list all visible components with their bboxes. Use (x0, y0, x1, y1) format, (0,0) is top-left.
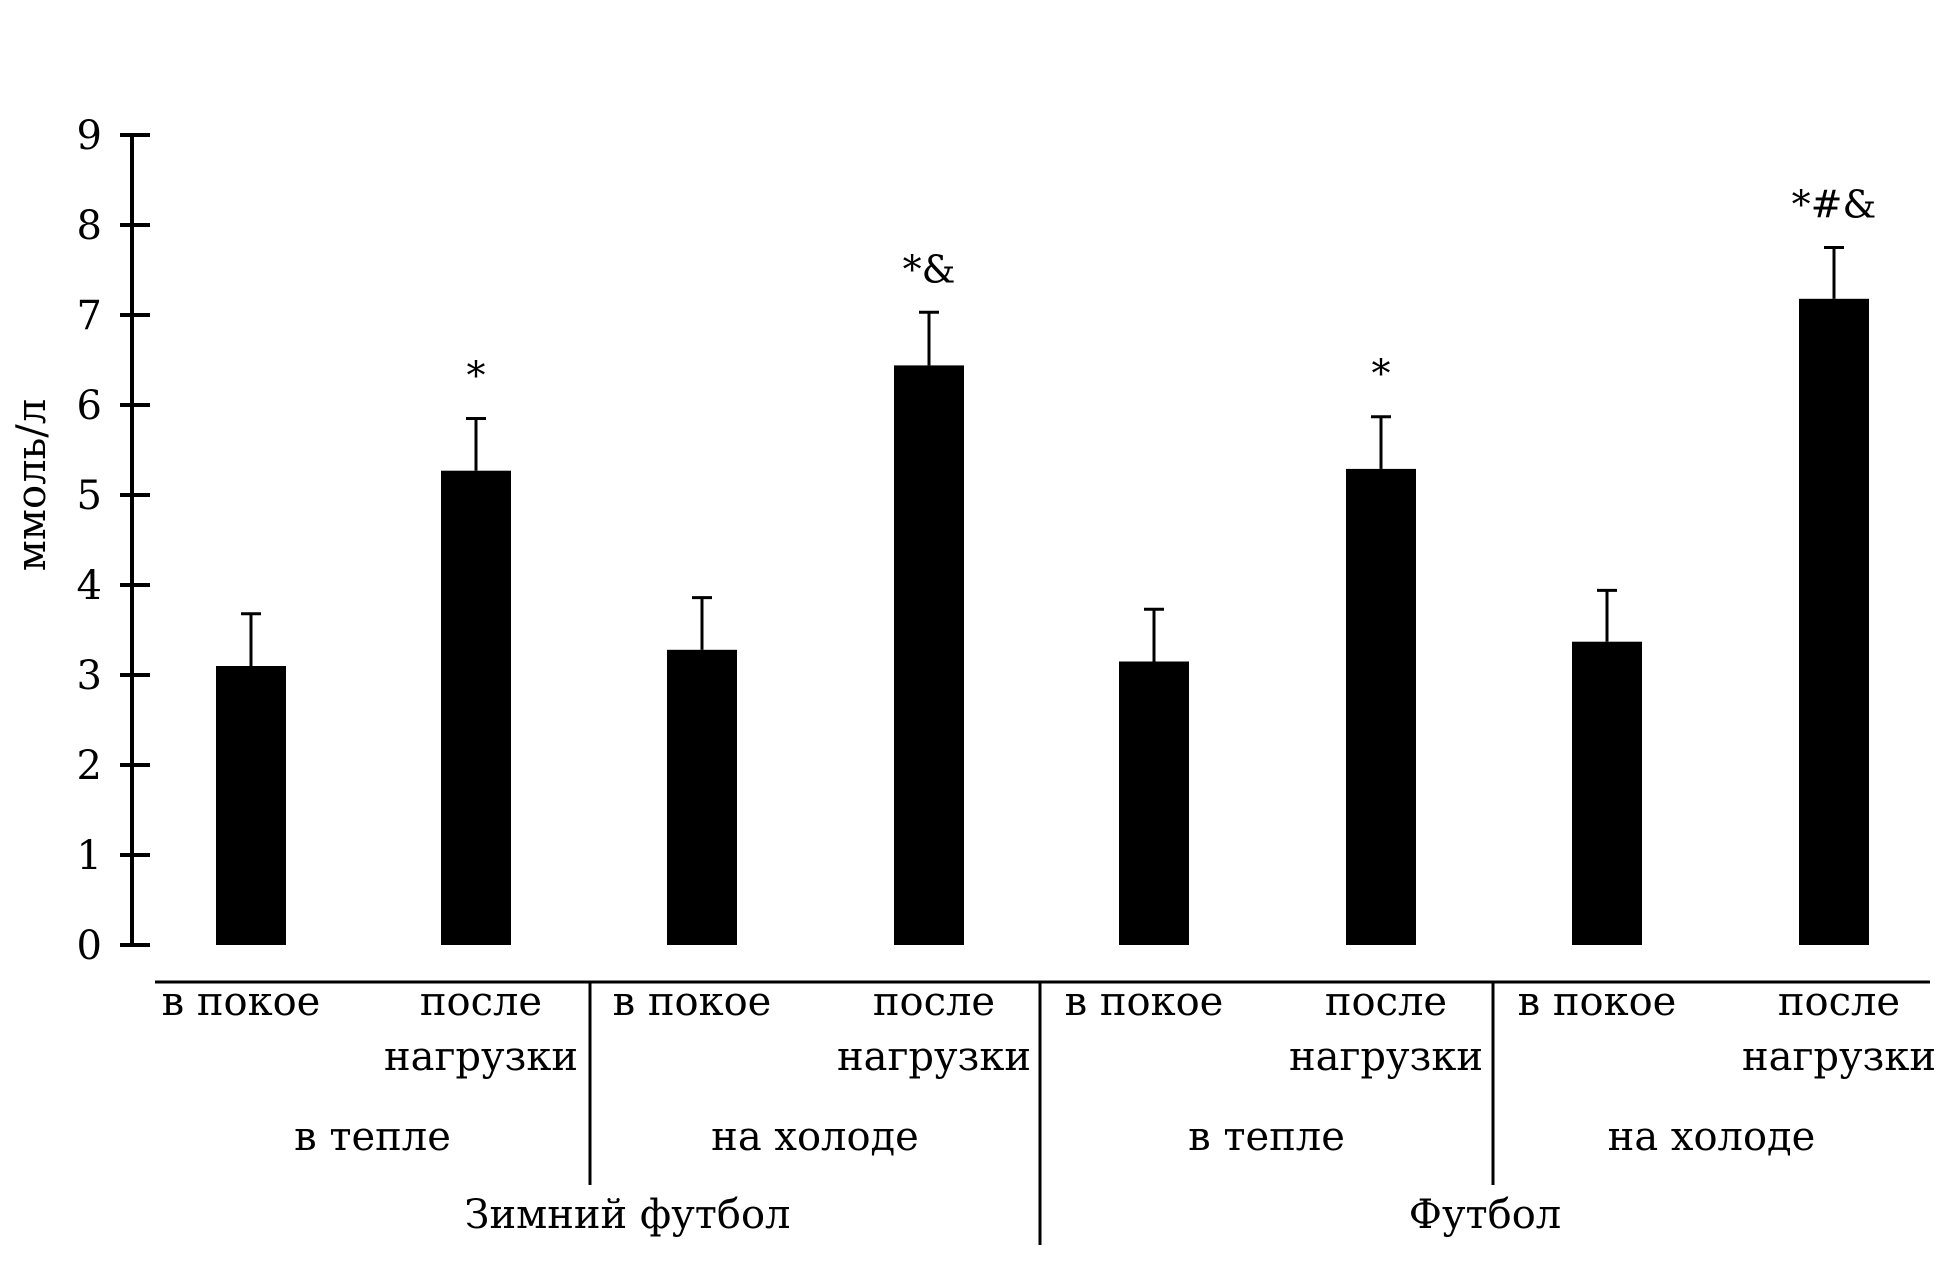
y-tick-label: 4 (77, 563, 102, 609)
x-category-label: после (1325, 979, 1447, 1025)
x-category-label: в покое (1518, 979, 1677, 1025)
x-category-label: в покое (1065, 979, 1224, 1025)
y-axis: 0 1 2 3 4 5 6 7 8 9 (77, 113, 150, 969)
condition-label: в тепле (294, 1114, 451, 1160)
x-category-label: после (873, 979, 995, 1025)
bar (216, 666, 286, 945)
x-category-label: нагрузки (1289, 1034, 1483, 1080)
significance-label: * (1372, 352, 1391, 396)
y-tick-label: 0 (77, 923, 102, 969)
bar (441, 470, 511, 945)
bar (1119, 661, 1189, 945)
bars: * *& * *#& (216, 183, 1877, 945)
y-tick-label: 9 (77, 113, 102, 159)
x-category-label: в покое (162, 979, 321, 1025)
bar (1799, 298, 1869, 945)
bar (1346, 468, 1416, 945)
y-axis-label: ммоль/л (9, 399, 55, 571)
significance-label: *& (903, 247, 956, 291)
bar (894, 365, 964, 945)
condition-label: на холоде (711, 1114, 919, 1160)
x-category-label: нагрузки (1742, 1034, 1936, 1080)
y-tick-label: 6 (77, 383, 102, 429)
y-tick-label: 3 (77, 653, 102, 699)
bar (1572, 641, 1642, 945)
x-category-label: нагрузки (384, 1034, 578, 1080)
significance-label: *#& (1792, 183, 1877, 227)
significance-label: * (467, 354, 486, 398)
y-tick-label: 5 (77, 473, 102, 519)
x-category-label: после (1778, 979, 1900, 1025)
condition-label: на холоде (1608, 1114, 1816, 1160)
bar (667, 649, 737, 945)
sport-label: Зимний футбол (465, 1192, 791, 1238)
condition-label: в тепле (1188, 1114, 1345, 1160)
x-category-label: после (420, 979, 542, 1025)
x-category-label: в покое (613, 979, 772, 1025)
sport-label: Футбол (1409, 1192, 1561, 1238)
x-category-label: нагрузки (837, 1034, 1031, 1080)
x-category-axis: в покое после нагрузки в покое после нагрузки… (155, 979, 1936, 1245)
y-tick-label: 7 (77, 293, 102, 339)
y-tick-label: 1 (77, 833, 102, 879)
y-tick-label: 2 (77, 743, 102, 789)
y-tick-label: 8 (77, 203, 102, 249)
